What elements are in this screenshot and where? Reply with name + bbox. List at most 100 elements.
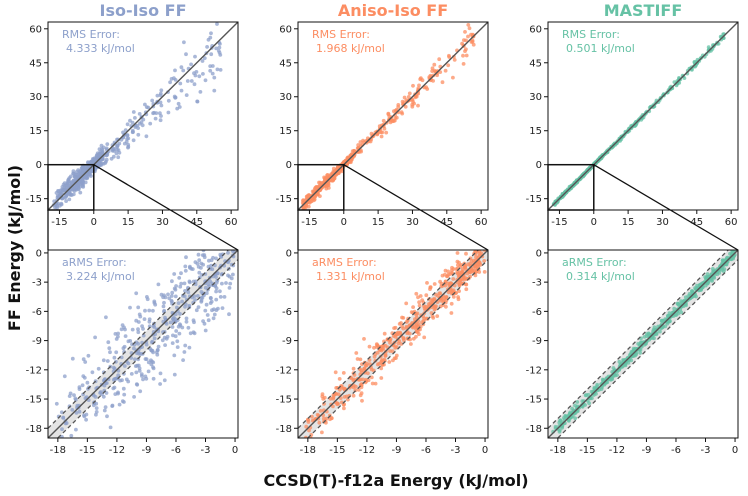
data-point xyxy=(605,380,610,385)
data-point xyxy=(128,305,132,310)
data-point xyxy=(62,181,67,186)
panel-top-right: -15 0 15 30 45 60 -15 0 15 30 45 60 MASTIFF RMS Error… xyxy=(526,1,739,228)
data-point xyxy=(122,392,127,397)
data-point xyxy=(114,350,119,355)
data-point xyxy=(473,273,478,278)
data-point xyxy=(665,314,670,318)
x-tick-label: 45 xyxy=(190,217,203,228)
data-point xyxy=(394,115,399,120)
data-point xyxy=(147,308,152,313)
data-point xyxy=(380,359,384,363)
parity-line xyxy=(48,22,238,210)
data-point xyxy=(400,324,404,329)
data-point xyxy=(411,83,415,88)
data-point xyxy=(413,317,417,321)
data-point xyxy=(214,256,218,261)
data-point xyxy=(151,376,156,381)
data-point xyxy=(336,392,341,397)
data-point xyxy=(78,190,83,195)
data-point xyxy=(196,305,201,309)
data-point xyxy=(178,312,182,316)
data-point xyxy=(375,362,380,367)
data-point xyxy=(464,287,469,292)
data-point xyxy=(162,308,167,313)
data-point xyxy=(173,68,177,73)
data-point xyxy=(466,23,471,27)
data-point xyxy=(199,261,204,266)
data-point xyxy=(65,180,70,185)
data-point xyxy=(74,411,79,415)
data-point xyxy=(136,341,141,346)
data-point xyxy=(464,38,468,43)
data-point xyxy=(202,253,207,257)
x-axis-title: CCSD(T)-f12a Energy (kJ/mol) xyxy=(263,471,528,490)
data-point xyxy=(420,78,425,83)
x-tick-label: 60 xyxy=(475,217,488,228)
data-point xyxy=(85,380,90,385)
error-value: 0.501 kJ/mol xyxy=(566,42,635,55)
data-point xyxy=(151,308,155,313)
data-point xyxy=(690,289,694,294)
data-point xyxy=(309,199,313,204)
data-point xyxy=(82,375,87,380)
data-point xyxy=(703,275,708,279)
data-point xyxy=(189,79,194,83)
x-tick-label: -12 xyxy=(359,445,375,456)
data-point xyxy=(196,252,201,257)
data-point xyxy=(166,292,170,297)
data-point xyxy=(148,121,153,126)
data-point xyxy=(76,187,81,192)
data-point xyxy=(181,68,186,73)
data-point xyxy=(394,353,399,358)
data-point xyxy=(103,405,108,409)
band-bound-line xyxy=(56,259,238,438)
data-point xyxy=(422,316,426,321)
data-point xyxy=(626,361,631,365)
data-point xyxy=(131,110,136,114)
x-tick-label: 60 xyxy=(225,217,238,228)
data-point xyxy=(74,427,78,432)
data-point xyxy=(179,271,183,276)
data-point xyxy=(201,72,205,76)
data-point xyxy=(68,391,73,396)
data-point xyxy=(206,37,211,42)
x-tick-label: -15 xyxy=(301,217,317,228)
data-point xyxy=(178,284,183,289)
data-point xyxy=(121,130,125,135)
data-point xyxy=(222,295,227,299)
data-point xyxy=(482,270,487,274)
data-point xyxy=(136,330,141,335)
data-point xyxy=(471,42,476,47)
data-point xyxy=(451,277,456,281)
data-point xyxy=(205,313,210,317)
data-point xyxy=(105,414,109,419)
y-tick-label: -15 xyxy=(26,194,42,205)
data-point xyxy=(176,101,181,106)
data-point xyxy=(179,88,184,93)
data-point xyxy=(312,195,317,199)
data-point xyxy=(381,118,386,123)
error-label: RMS Error: xyxy=(562,28,620,41)
data-point xyxy=(379,366,384,371)
data-point xyxy=(173,78,178,82)
data-point xyxy=(138,314,143,319)
y-tick-label: 30 xyxy=(529,92,542,103)
data-point xyxy=(169,77,174,81)
data-point xyxy=(467,26,472,31)
data-point xyxy=(672,306,677,311)
data-point xyxy=(356,388,361,392)
data-point xyxy=(183,264,188,269)
data-point xyxy=(81,357,86,362)
data-point xyxy=(444,295,449,300)
data-point xyxy=(166,110,171,115)
axes-frame xyxy=(297,21,489,211)
data-point xyxy=(105,359,110,363)
data-point xyxy=(361,138,365,143)
data-point xyxy=(226,250,230,255)
data-point xyxy=(404,301,409,306)
data-point xyxy=(133,116,137,120)
data-point xyxy=(202,56,207,60)
data-point xyxy=(210,64,215,68)
y-tick-label: 0 xyxy=(36,248,42,259)
